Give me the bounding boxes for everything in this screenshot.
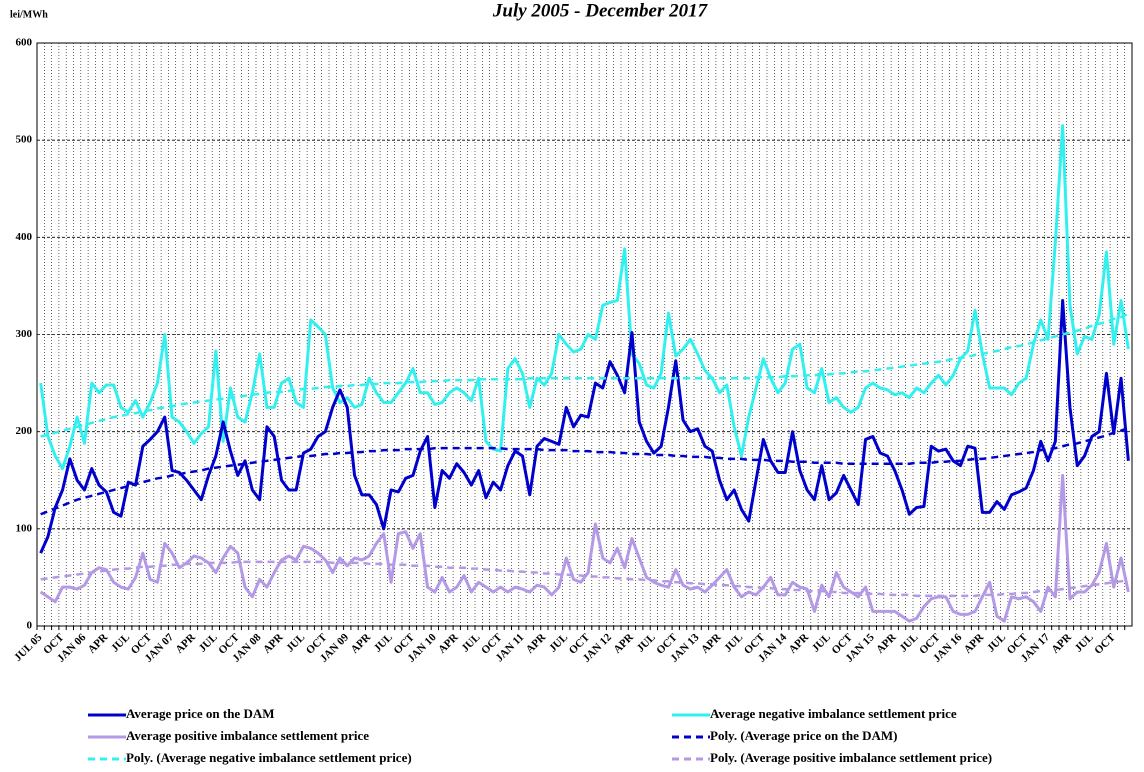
series-line bbox=[40, 312, 1129, 438]
x-tick-label: APR bbox=[874, 631, 899, 656]
x-tick-label: APR bbox=[173, 631, 198, 656]
x-tick-label: JUL bbox=[109, 631, 132, 654]
x-tick-label: JUL bbox=[372, 631, 395, 654]
x-tick-label: APR bbox=[261, 631, 286, 656]
legend-label: Poly. (Average price on the DAM) bbox=[710, 728, 897, 743]
legend-label: Average positive imbalance settlement pr… bbox=[126, 728, 369, 743]
legend-label: Poly. (Average negative imbalance settle… bbox=[126, 750, 412, 765]
y-tick-label: 200 bbox=[16, 425, 33, 437]
x-tick-label: JUL bbox=[722, 631, 745, 654]
x-tick-label: APR bbox=[349, 631, 374, 656]
x-tick-label: APR bbox=[1049, 631, 1074, 656]
y-tick-label: 300 bbox=[16, 328, 33, 340]
x-tick-label: APR bbox=[699, 631, 724, 656]
x-tick-label: OCT bbox=[1092, 631, 1118, 657]
series-line bbox=[40, 426, 1129, 516]
legend-label: Average negative imbalance settlement pr… bbox=[710, 706, 957, 721]
x-tick-label: APR bbox=[611, 631, 636, 656]
x-tick-label: JUL bbox=[635, 631, 658, 654]
x-tick-label: JUL bbox=[897, 631, 920, 654]
y-tick-label: 0 bbox=[27, 620, 33, 632]
series-line bbox=[40, 560, 1129, 598]
x-tick-label: APR bbox=[787, 631, 812, 656]
legend-label: Poly. (Average positive imbalance settle… bbox=[710, 750, 992, 765]
y-tick-label: 100 bbox=[16, 522, 33, 534]
series-line bbox=[39, 473, 1130, 623]
x-tick-label: JUL bbox=[1073, 631, 1096, 654]
chart-title: July 2005 - December 2017 bbox=[492, 0, 709, 21]
series-line bbox=[39, 298, 1130, 554]
x-tick-label: JUL bbox=[459, 631, 482, 654]
x-tick-label: JUL bbox=[810, 631, 833, 654]
legend-label: Average price on the DAM bbox=[126, 706, 275, 721]
x-tick-label: APR bbox=[962, 631, 987, 656]
x-tick-label: JUL bbox=[985, 631, 1008, 654]
x-tick-label: JUL bbox=[284, 631, 307, 654]
y-axis-label: lei/MWh bbox=[10, 9, 48, 20]
x-tick-label: JUL 05 bbox=[12, 631, 45, 664]
y-tick-label: 500 bbox=[16, 134, 33, 146]
x-tick-label: APR bbox=[86, 631, 111, 656]
y-tick-label: 400 bbox=[16, 231, 33, 243]
x-tick-label: APR bbox=[524, 631, 549, 656]
x-tick-label: JUL bbox=[547, 631, 570, 654]
x-tick-label: JUL bbox=[197, 631, 220, 654]
y-tick-label: 600 bbox=[16, 37, 33, 49]
x-tick-label: APR bbox=[436, 631, 461, 656]
